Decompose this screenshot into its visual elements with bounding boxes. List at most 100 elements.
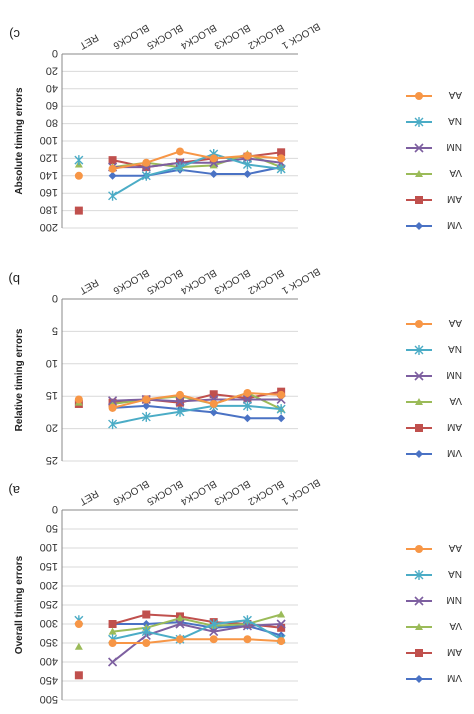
x-tick-label: BLOCK3 — [212, 267, 252, 296]
series-line — [112, 638, 282, 644]
y-tick-label: 450 — [40, 674, 58, 686]
x-tick-label: BLOCK6 — [111, 267, 151, 296]
legend-label: NM — [446, 141, 462, 152]
data-point — [108, 403, 117, 412]
y-tick-label: 400 — [40, 655, 58, 667]
data-point — [242, 394, 252, 405]
data-point — [74, 171, 83, 180]
legend-label: VM — [447, 219, 462, 230]
legend-marker — [414, 117, 424, 127]
legend-entry: NA — [406, 343, 462, 355]
data-point — [209, 154, 218, 163]
data-point — [108, 156, 117, 165]
x-tick-label: BLOCK2 — [246, 478, 286, 507]
legend-label: NA — [448, 343, 462, 354]
data-point — [141, 411, 151, 422]
data-point — [108, 639, 117, 647]
y-tick-label: 100 — [40, 541, 58, 553]
legend-marker — [415, 196, 423, 204]
chart-panel-3: 0 20 40 60 80 100 120 140 160 180 200 BLOCK 1BLOCK2… — [9, 20, 462, 233]
y-tick-label: 500 — [40, 693, 58, 705]
series-line — [112, 621, 282, 637]
x-tick-label: BLOCK4 — [178, 478, 218, 507]
legend-entry: AM — [406, 421, 462, 432]
x-tick-label: BLOCK3 — [212, 22, 252, 51]
data-point — [108, 620, 117, 628]
legend-marker — [414, 570, 424, 580]
data-point — [243, 388, 252, 397]
data-point — [243, 151, 252, 160]
legend-entry: NA — [406, 568, 462, 580]
data-point — [243, 414, 252, 423]
y-tick-label: 200 — [40, 221, 58, 233]
legend-entry: VA — [406, 395, 462, 406]
legend-marker — [415, 92, 423, 100]
data-point — [142, 401, 151, 410]
y-tick-label: 40 — [46, 82, 58, 94]
data-point — [108, 190, 118, 201]
legend-label: AM — [447, 193, 462, 204]
panel-label: a) — [8, 483, 20, 498]
legend-label: VM — [447, 672, 462, 683]
series-line — [111, 622, 282, 663]
y-tick-label: 100 — [40, 134, 58, 146]
y-tick-label: 20 — [46, 64, 58, 76]
data-point — [141, 626, 151, 637]
data-point — [74, 620, 83, 628]
legend-marker — [414, 371, 424, 381]
data-point — [74, 671, 83, 680]
data-point — [142, 610, 151, 619]
data-point — [108, 419, 118, 430]
data-point — [209, 627, 219, 637]
legend-entry: VA — [406, 167, 462, 178]
legend-entry: NA — [406, 115, 462, 127]
x-tick-label: BLOCK3 — [212, 478, 252, 507]
legend-entry: VM — [406, 447, 462, 458]
data-point — [277, 637, 286, 646]
data-point — [74, 206, 83, 215]
data-point — [209, 619, 219, 629]
series-line — [112, 150, 282, 170]
x-tick-label: BLOCK4 — [178, 22, 218, 51]
data-point — [276, 404, 286, 415]
legend-marker — [415, 450, 423, 458]
y-tick-label: 250 — [40, 598, 58, 610]
y-tick-label: 60 — [46, 99, 58, 111]
y-tick-label: 350 — [40, 636, 58, 648]
legend-label: AA — [448, 542, 462, 553]
y-tick-label: 0 — [52, 292, 58, 304]
x-tick-label: BLOCK5 — [144, 478, 184, 507]
x-tick-label: RET — [77, 276, 100, 296]
series-line — [112, 404, 282, 420]
series-line — [112, 166, 282, 177]
legend-entry: NM — [406, 141, 462, 153]
x-tick-label: BLOCK 1 — [279, 476, 321, 507]
data-point — [175, 619, 185, 629]
data-point — [277, 148, 286, 157]
legend-label: AM — [447, 421, 462, 432]
data-point — [176, 147, 184, 156]
legend-label: NA — [448, 568, 462, 579]
data-point — [176, 398, 184, 407]
series-line — [112, 152, 282, 197]
data-point — [108, 164, 117, 173]
legend-marker — [414, 345, 424, 355]
series-line — [112, 157, 282, 169]
series-AA — [74, 147, 286, 180]
legend-entry: VA — [406, 620, 462, 631]
data-point — [277, 154, 286, 163]
data-point — [243, 170, 252, 179]
data-point — [175, 162, 185, 173]
legend-entry: AM — [406, 646, 462, 657]
x-tick-label: BLOCK6 — [111, 22, 151, 51]
y-tick-label: 10 — [46, 357, 58, 369]
series-line — [112, 391, 282, 409]
legend-marker — [414, 143, 424, 153]
y-axis-title: Absolute timing errors — [14, 87, 25, 195]
legend-marker — [415, 649, 423, 657]
y-axis-title: Relative timing errors — [14, 328, 25, 431]
data-point — [276, 163, 286, 174]
legend-marker — [415, 675, 423, 683]
